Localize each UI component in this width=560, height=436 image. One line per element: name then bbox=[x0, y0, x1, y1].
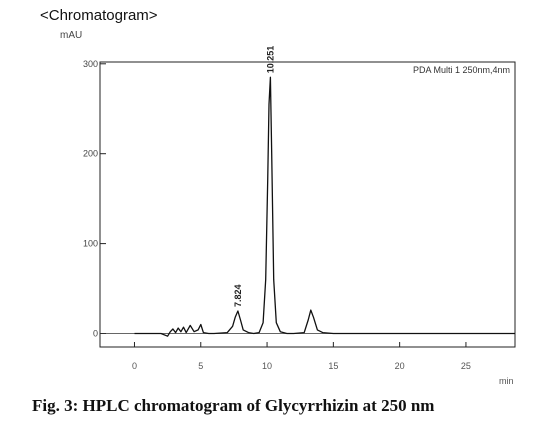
y-tick-label: 200 bbox=[83, 149, 98, 159]
peak-label-layer: 7.824 10.251 bbox=[233, 46, 275, 307]
series-line bbox=[134, 76, 515, 337]
axis-ticks: 0 100 200 300 0 5 10 15 20 25 bbox=[83, 59, 471, 371]
y-tick-label: 0 bbox=[93, 329, 98, 339]
legend-label: PDA Multi 1 250nm,4nm bbox=[413, 65, 510, 75]
plot-frame bbox=[99, 61, 516, 348]
x-tick-label: 20 bbox=[395, 361, 405, 371]
peak-label: 10.251 bbox=[265, 46, 275, 74]
x-tick-label: 5 bbox=[198, 361, 203, 371]
peak-label: 7.824 bbox=[233, 285, 243, 308]
y-axis-unit-label: mAU bbox=[60, 30, 83, 41]
x-axis-unit-label: min bbox=[499, 376, 514, 386]
y-tick-label: 100 bbox=[83, 239, 98, 249]
figure-caption: Fig. 3: HPLC chromatogram of Glycyrrhizi… bbox=[32, 396, 435, 415]
x-tick-label: 15 bbox=[328, 361, 338, 371]
x-tick-label: 10 bbox=[262, 361, 272, 371]
series-layer bbox=[100, 76, 515, 337]
chart-title: <Chromatogram> bbox=[40, 7, 158, 24]
x-tick-label: 0 bbox=[132, 361, 137, 371]
plot-border bbox=[99, 61, 516, 348]
x-tick-label: 25 bbox=[461, 361, 471, 371]
y-tick-label: 300 bbox=[83, 59, 98, 69]
